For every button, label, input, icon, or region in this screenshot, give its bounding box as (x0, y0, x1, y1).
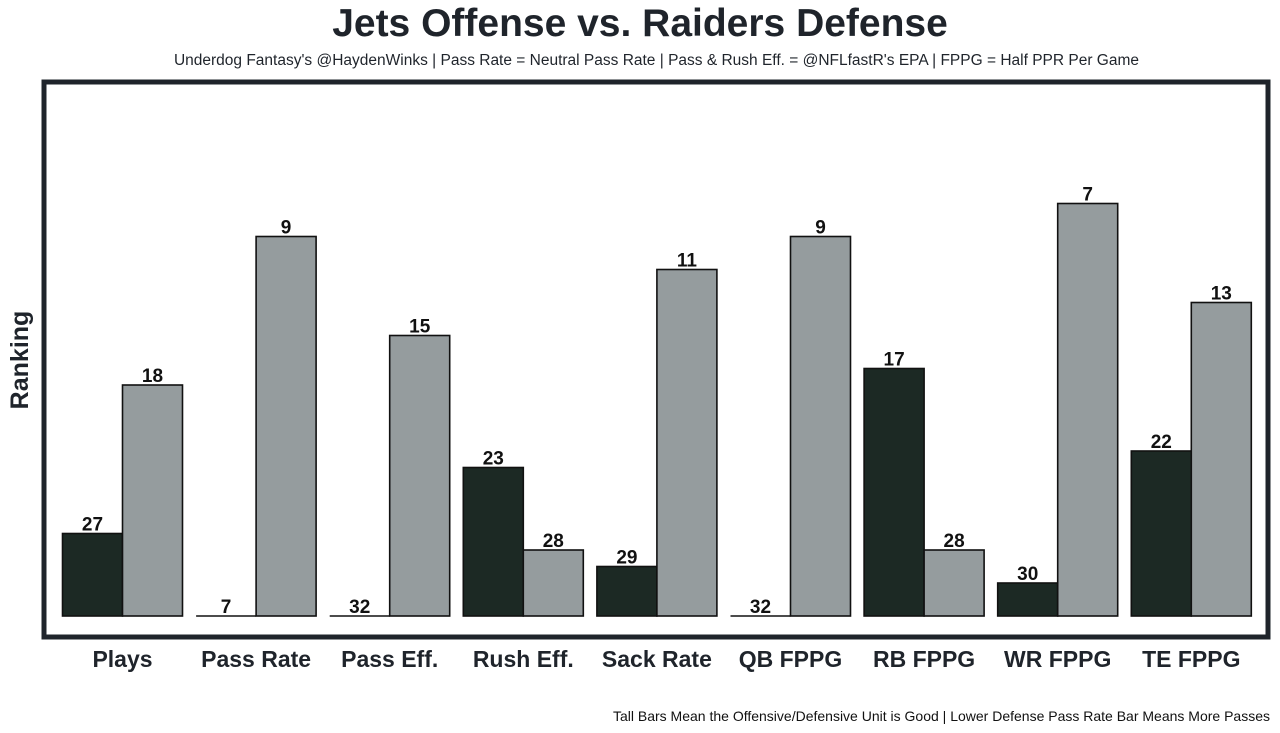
data-label: 29 (616, 548, 637, 569)
offense-bar (996, 582, 1059, 617)
chart-subtitle: Underdog Fantasy's @HaydenWinks | Pass R… (173, 52, 1140, 69)
chart-title: Jets Offense vs. Raiders Defense (332, 2, 948, 45)
data-label: 30 (1017, 564, 1038, 585)
data-label: 23 (483, 449, 504, 470)
x-tick-label: TE FPPG (1142, 646, 1240, 672)
offense-bar (596, 565, 658, 617)
defense-bar (656, 268, 718, 617)
defense-bar (1056, 202, 1119, 617)
x-tick-label: Rush Eff. (473, 646, 574, 672)
data-label: 27 (82, 515, 103, 536)
data-label: 15 (409, 317, 431, 338)
defense-bar (121, 384, 184, 617)
data-label: 28 (543, 531, 564, 552)
defense-bar (1190, 301, 1253, 617)
offense-bar (462, 466, 525, 617)
data-label: 9 (281, 218, 292, 239)
data-label: 32 (750, 597, 771, 618)
data-label: 32 (349, 597, 370, 618)
data-label: 22 (1151, 432, 1172, 453)
data-label: 7 (221, 597, 232, 618)
x-tick-label: QB FPPG (739, 646, 843, 672)
defense-bar (522, 549, 585, 617)
defense-bar (388, 334, 451, 617)
data-label: 9 (815, 218, 826, 239)
offense-bar (61, 532, 124, 617)
offense-bar (863, 367, 925, 617)
x-tick-label: Pass Eff. (341, 646, 438, 672)
defense-bar (923, 549, 985, 617)
defense-bar (255, 235, 317, 617)
x-tick-label: WR FPPG (1004, 646, 1111, 672)
data-label: 11 (677, 251, 698, 272)
data-label: 17 (884, 350, 905, 371)
x-tick-label: Plays (92, 646, 152, 672)
y-axis-label: Ranking (6, 311, 34, 410)
defense-bar (789, 235, 852, 617)
x-tick-label: Pass Rate (201, 646, 311, 672)
offense-bar (1130, 450, 1193, 617)
chart-footnote: Tall Bars Mean the Offensive/Defensive U… (612, 708, 1270, 724)
data-label: 13 (1211, 284, 1232, 305)
data-label: 28 (944, 531, 965, 552)
plot-frame (41, 79, 1271, 640)
data-label: 18 (142, 366, 163, 387)
data-label: 7 (1082, 185, 1093, 206)
x-tick-label: RB FPPG (873, 646, 975, 672)
x-tick-label: Sack Rate (602, 646, 712, 672)
